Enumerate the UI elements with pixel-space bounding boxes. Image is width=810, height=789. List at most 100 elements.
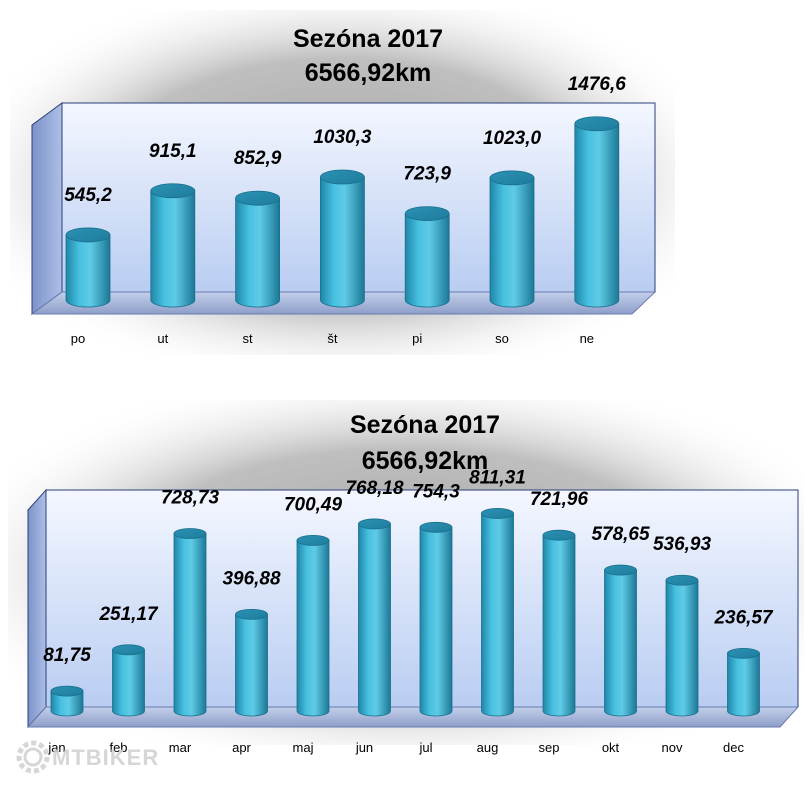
weekday-bar-body (320, 176, 365, 308)
month-bar (727, 647, 760, 717)
weekday-tick-label: pi (412, 331, 422, 346)
weekday-tick-label: po (71, 331, 85, 346)
month-tick-label: feb (109, 740, 127, 755)
month-bar-body (481, 513, 514, 717)
month-data-label: 754,3 (412, 481, 460, 502)
chart-monthly-title: Sezóna 2017 (350, 411, 500, 439)
month-bar (481, 508, 514, 717)
weekday-data-label: 723,9 (403, 164, 451, 185)
weekday-tick-label: ut (157, 331, 168, 346)
month-bar-cap (727, 647, 760, 659)
month-data-label: 811,31 (469, 467, 526, 488)
month-bar-body (665, 579, 699, 717)
chart-monthly-subtitle: 6566,92km (362, 447, 489, 475)
weekday-bar-cap (65, 227, 111, 243)
month-bar-cap (604, 564, 637, 576)
month-data-label: 396,88 (222, 568, 281, 589)
month-tick-label: dec (723, 740, 744, 755)
month-data-label: 768,18 (345, 478, 404, 499)
month-bar-body (604, 569, 637, 717)
month-bar-body (112, 649, 145, 717)
month-bar-body (296, 540, 330, 717)
month-bar-body (173, 533, 207, 717)
month-bar-cap (296, 535, 330, 546)
weekday-tick-label: ne (580, 331, 594, 346)
month-data-label: 236,57 (713, 607, 774, 628)
month-tick-label: aug (477, 740, 499, 755)
month-data-label: 578,65 (591, 524, 650, 545)
weekday-bar-body (235, 197, 280, 308)
month-bar-cap (542, 529, 576, 541)
month-tick-label: mar (169, 740, 192, 755)
weekday-bar-cap (235, 190, 281, 206)
weekday-bar (319, 169, 365, 308)
weekday-bar (574, 116, 620, 308)
chart-monthly: Sezóna 2017 6566,92km 81,75 jan 251,17 feb 7… (8, 400, 804, 755)
month-data-label: 728,73 (161, 488, 220, 509)
month-tick-label: okt (602, 740, 620, 755)
month-tick-label: apr (232, 740, 251, 755)
month-tick-label: maj (293, 740, 314, 755)
month-tick-label: jul (418, 740, 432, 755)
month-bar (419, 521, 453, 717)
month-bar-body (50, 690, 84, 717)
month-tick-label: jun (355, 740, 373, 755)
month-data-label: 536,93 (653, 534, 712, 555)
weekday-data-label: 1030,3 (313, 127, 372, 148)
weekday-tick-label: so (495, 331, 509, 346)
month-bar (604, 564, 637, 717)
month-bar-body (542, 534, 576, 717)
weekday-bar-body (489, 177, 535, 308)
month-bar-body (358, 523, 391, 717)
gear-icon (16, 740, 50, 774)
weekday-data-label: 915,1 (149, 141, 197, 162)
month-bar-cap (665, 574, 699, 586)
month-bar-body (419, 526, 453, 717)
month-bar-cap (235, 608, 268, 620)
month-tick-label: jan (47, 740, 65, 755)
month-data-label: 721,96 (530, 489, 589, 510)
month-bar-cap (481, 508, 514, 519)
weekday-data-label: 852,9 (234, 148, 282, 169)
month-bar-cap (419, 521, 453, 533)
chart-monthly-side-wall (27, 488, 47, 729)
weekday-bar-cap (574, 116, 620, 132)
chart-weekday-side-wall (31, 102, 63, 315)
month-data-label: 251,17 (98, 604, 159, 625)
weekday-bar (150, 183, 196, 308)
weekday-bar-cap (489, 170, 535, 186)
month-bar (358, 518, 391, 717)
chart-weekday-subtitle: 6566,92km (305, 59, 432, 87)
watermark: MTBIKER (16, 740, 159, 774)
chart-weekday-title: Sezóna 2017 (293, 25, 443, 53)
weekday-bar (65, 227, 111, 308)
weekday-tick-label: št (327, 331, 338, 346)
weekday-bar-body (65, 234, 111, 308)
month-bar (112, 644, 145, 717)
weekday-data-label: 1023,0 (483, 128, 542, 149)
month-bar (296, 535, 330, 717)
month-bar (173, 528, 207, 717)
month-bar (235, 608, 268, 717)
month-bar (665, 574, 699, 717)
weekday-bar (404, 206, 450, 308)
month-bar-cap (112, 644, 145, 656)
weekday-bar (489, 170, 535, 308)
weekday-bar-body (574, 123, 620, 308)
weekday-bar (235, 190, 281, 308)
month-bar-cap (50, 685, 84, 697)
month-bar-cap (173, 528, 207, 539)
chart-weekday: Sezóna 2017 6566,92km 545,2 po 915,1 ut 852,… (10, 10, 675, 355)
month-bar-body (727, 652, 760, 717)
month-bar-cap (358, 518, 391, 530)
weekday-data-label: 1476,6 (568, 74, 627, 95)
weekday-bar-cap (404, 206, 450, 221)
weekday-bar-cap (150, 183, 196, 199)
weekday-tick-label: st (243, 331, 254, 346)
month-bar (542, 529, 576, 717)
weekday-bar-body (150, 190, 196, 308)
month-data-label: 81,75 (43, 645, 91, 666)
watermark-text: MTBIKER (52, 745, 159, 770)
month-data-label: 700,49 (284, 494, 343, 515)
